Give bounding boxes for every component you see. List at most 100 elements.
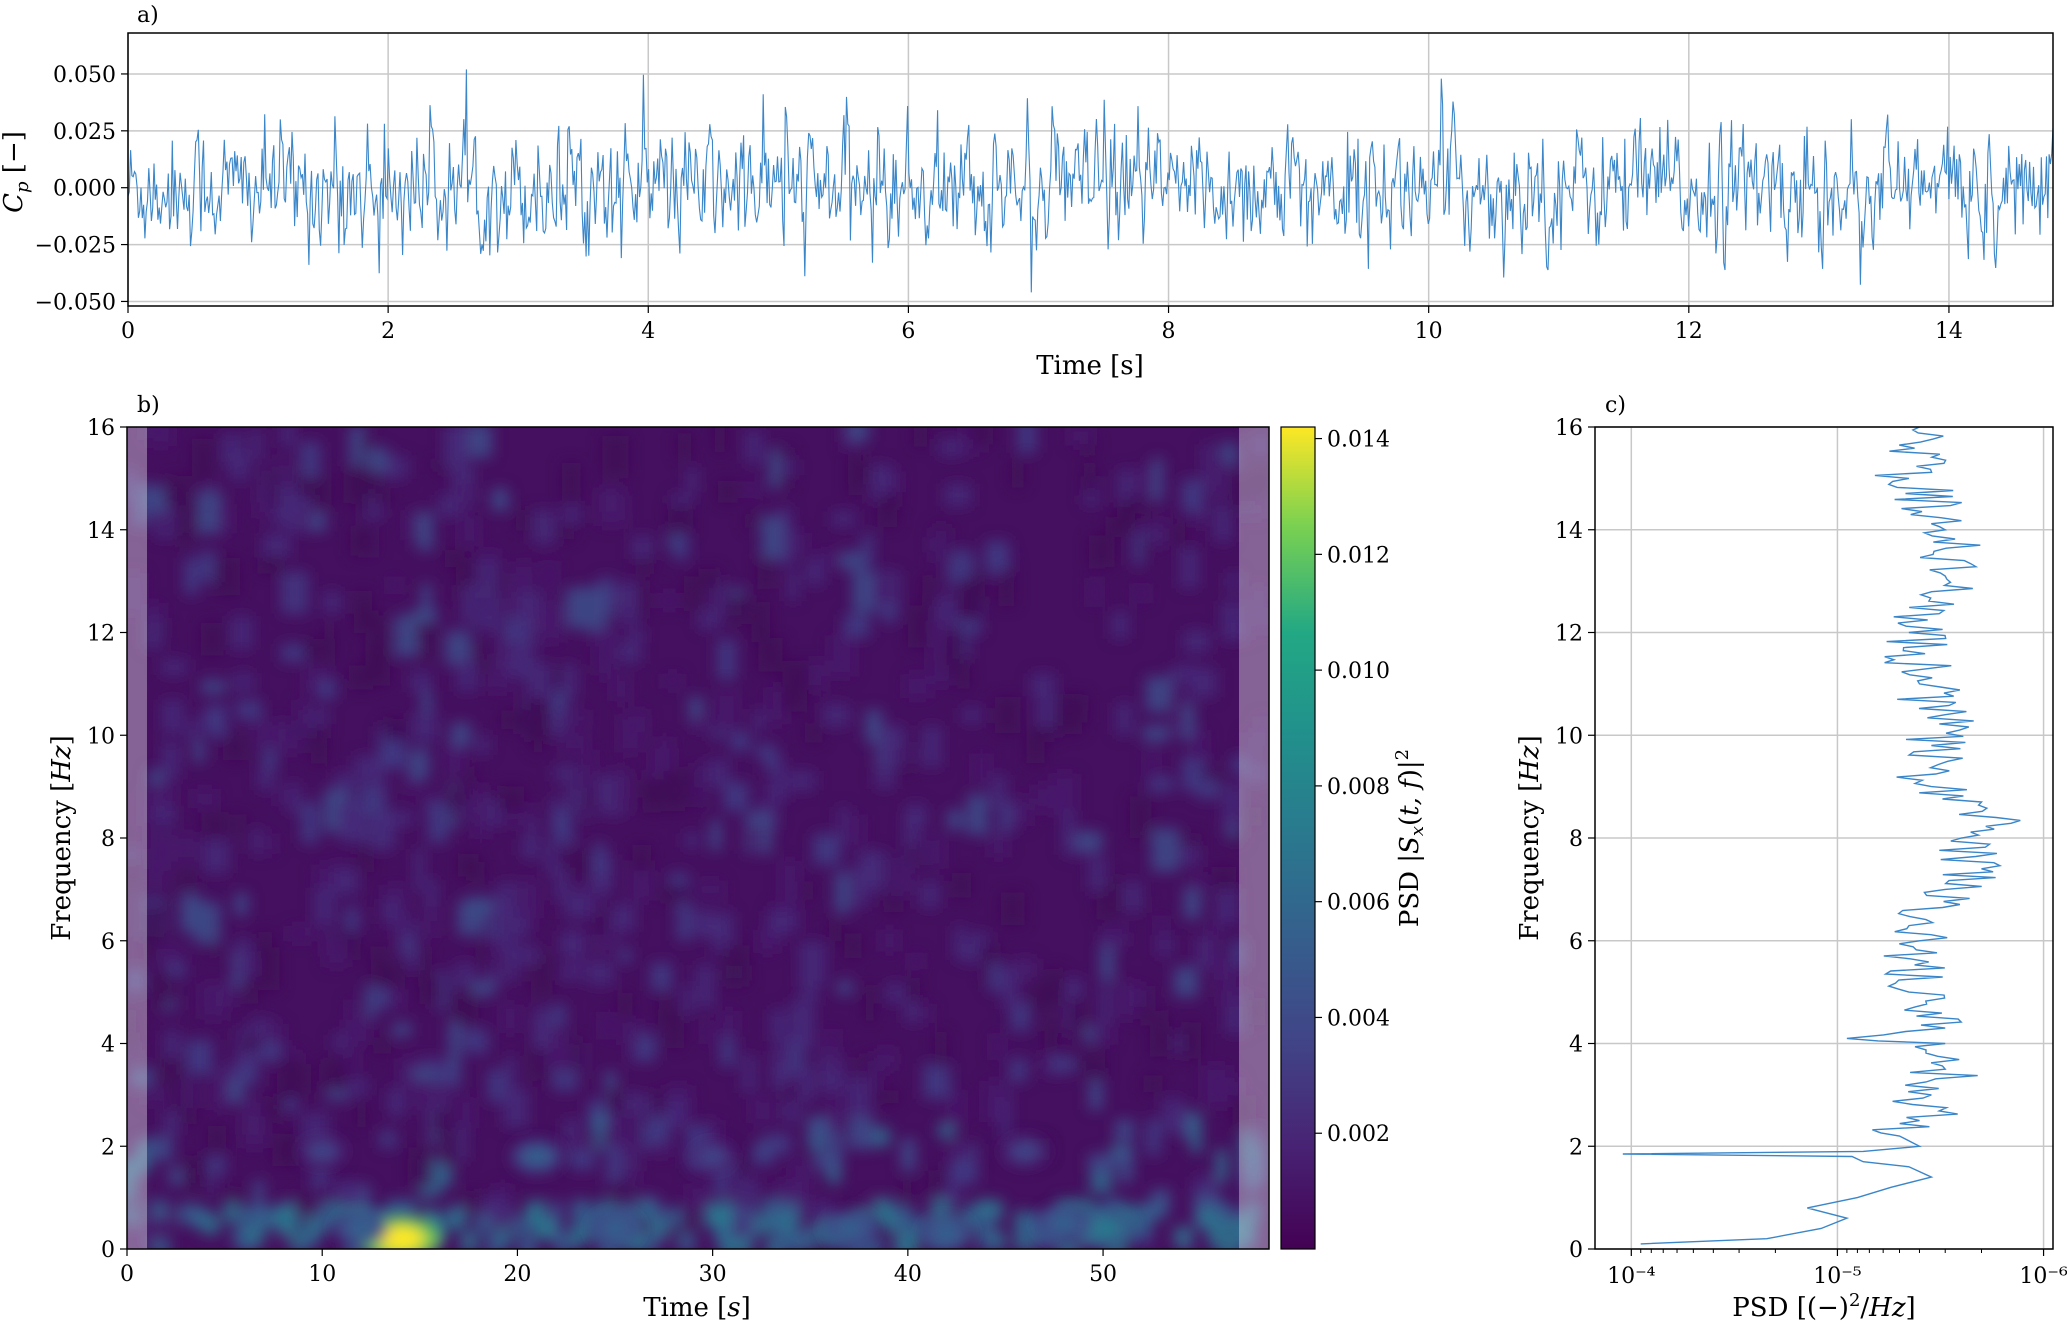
panel-a-frame [127,32,2054,307]
heatmap-cell [163,1030,181,1058]
heatmap-cell [1173,1226,1192,1247]
heatmap-cell [620,581,637,623]
heatmap-cell [1123,881,1143,913]
heatmap-cell [127,968,145,993]
heatmap-cell [127,468,136,503]
heatmap-cell [802,881,813,900]
heatmap-cell [1197,778,1219,799]
heatmap-hotspot [344,1218,378,1239]
panel-a-ticks: 0 2 4 6 8 10 12 14 −0.050 −0.025 0.000 0.025 0.050 [35,63,1963,344]
heatmap-cell [693,908,712,935]
heatmap-cell [804,660,826,690]
panel-a-xlabel: Time [s] [1036,351,1144,381]
heatmap-cell [767,687,787,725]
heatmap-cell [1055,694,1083,735]
heatmap-cell [726,1169,737,1200]
heatmap-cell [813,833,841,865]
heatmap-cell [909,952,923,970]
heatmap-cell [1086,1050,1106,1081]
heatmap-cell [1207,1227,1226,1248]
panel-c-ylabel: Frequency [Hz] [1515,735,1545,941]
heatmap-cell [1162,1097,1184,1133]
heatmap-cell [553,765,581,782]
heatmap-cell [985,540,1009,572]
heatmap-cell [686,467,698,493]
heatmap-cell [1036,694,1058,737]
heatmap-cell [919,836,945,869]
heatmap-cell [1142,725,1170,742]
heatmap-cell [502,1089,529,1128]
heatmap-cell [510,572,525,592]
heatmap-cell [450,988,469,1031]
heatmap-cell [921,575,934,603]
heatmap-cell [1213,504,1233,542]
heatmap-cell [1000,892,1025,926]
heatmap-cell [513,1217,532,1238]
heatmap-cell [757,929,778,954]
heatmap-cell [672,533,689,560]
panel-c-ytick-label: 12 [1555,622,1583,647]
heatmap-cell [1068,427,1093,446]
heatmap-cell [617,992,633,1017]
heatmap-cell [505,590,522,615]
heatmap-cell [507,656,520,675]
heatmap-cell [404,510,417,540]
heatmap-cell [192,789,217,808]
heatmap-cell [127,1032,140,1050]
heatmap-cell [1256,716,1269,751]
heatmap-cell [235,938,251,976]
heatmap-cell [798,941,826,985]
heatmap-cell [920,1003,933,1024]
heatmap-cell [1146,676,1174,712]
heatmap-cell [745,430,763,464]
heatmap-cell [1238,1227,1257,1248]
heatmap-cell [901,1179,913,1204]
heatmap-cell [310,724,327,764]
heatmap-cell [1099,1023,1114,1045]
heatmap-cell [323,591,341,614]
heatmap-cell [342,1078,369,1096]
heatmap-cell [728,595,749,624]
heatmap-cell [477,558,499,599]
heatmap-cell [300,442,321,479]
panel-b-ytick-label: 10 [87,724,115,749]
heatmap-cell [142,905,164,947]
heatmap-cell [730,731,750,752]
heatmap-cell [1219,1238,1238,1249]
heatmap-cell [444,789,469,805]
heatmap-cell [519,840,540,856]
heatmap-cell [606,1087,625,1112]
heatmap-cell [344,1020,370,1045]
heatmap-cell [409,748,429,781]
heatmap-cell [398,1200,417,1221]
heatmap-cell [928,620,947,663]
heatmap-cell [545,841,558,875]
heatmap-cell [781,459,796,475]
heatmap-cell [382,455,408,480]
heatmap-cell [1109,923,1125,948]
heatmap-cell [653,1114,670,1144]
heatmap-cell [560,931,585,958]
heatmap-cell [274,720,288,740]
heatmap-cell [880,929,899,952]
heatmap-hotspot [931,1223,963,1244]
heatmap-cell [569,1149,595,1170]
heatmap-cell [977,1212,996,1233]
panel-c-ytick-label: 8 [1569,827,1583,852]
panel-a-xtick-label: 14 [1935,319,1963,344]
heatmap-cell [1099,986,1112,1026]
heatmap-cell [1049,1056,1077,1073]
panel-b-xlabel: Time [s] [643,1293,751,1323]
heatmap-cell [666,1097,686,1126]
heatmap-cell [317,679,337,700]
heatmap-cell [500,1004,520,1033]
heatmap-cell [565,848,591,881]
heatmap-cell [883,604,896,624]
heatmap-cell [717,481,738,503]
heatmap-cell [457,1098,476,1128]
heatmap-cell [1239,807,1262,826]
heatmap-cell [710,1200,729,1221]
heatmap-hotspot [1047,1212,1081,1234]
panel-c-ytick-label: 4 [1569,1033,1583,1058]
heatmap-cell [215,986,236,1008]
